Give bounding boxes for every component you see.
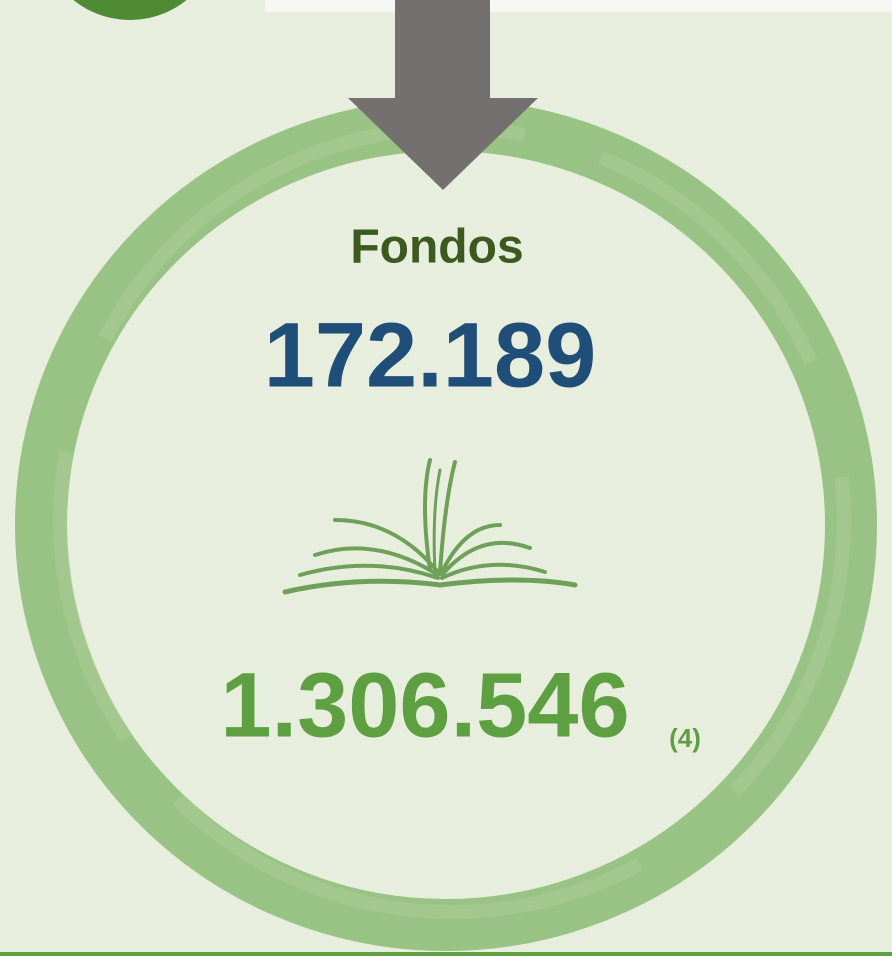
primary-figure: 172.189 bbox=[264, 304, 597, 406]
infographic: Fondos 172.189 1.306.546 (4) bbox=[0, 0, 892, 956]
secondary-figure: 1.306.546 bbox=[220, 654, 629, 756]
arrow-shaft bbox=[395, 0, 490, 100]
panel-title: Fondos bbox=[350, 221, 523, 274]
top-bar bbox=[265, 0, 892, 12]
page: Fondos 172.189 1.306.546 (4) (() => { co… bbox=[0, 0, 892, 956]
bottom-rule bbox=[0, 952, 892, 956]
footnote-ref: (4) bbox=[669, 723, 701, 753]
